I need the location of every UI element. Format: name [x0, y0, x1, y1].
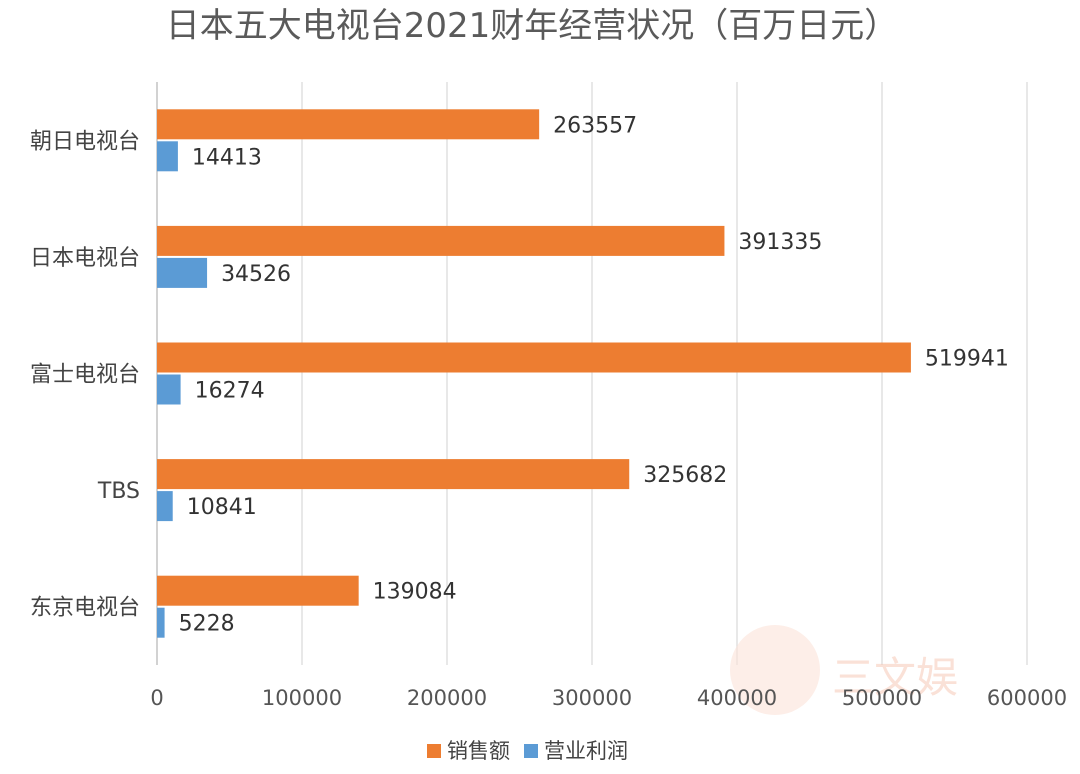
data-label: 325682 — [643, 463, 727, 488]
watermark-logo-icon — [730, 625, 820, 715]
x-tick-label: 0 — [150, 686, 163, 710]
gridlines — [156, 82, 1028, 665]
x-tick-labels: 0 100000 200000 300000 400000 500000 600000 — [150, 686, 1067, 710]
data-labels: 263557 14413 391335 34526 519941 16274 325682 1… — [179, 113, 1009, 636]
category-label: 富士电视台 — [30, 363, 140, 388]
bars — [157, 109, 911, 638]
x-tick-label: 100000 — [262, 686, 342, 710]
legend-swatch — [427, 744, 441, 758]
bar-operating-profit — [157, 141, 178, 172]
bar-operating-profit — [157, 607, 165, 638]
legend-swatch — [524, 744, 538, 758]
category-label: 东京电视台 — [30, 596, 140, 621]
watermark-text: 三文娱 — [832, 653, 958, 702]
legend-label: 营业利润 — [544, 739, 628, 763]
data-label: 263557 — [553, 113, 637, 138]
data-label: 5228 — [179, 612, 235, 637]
x-tick-label: 600000 — [987, 686, 1067, 710]
bar-operating-profit — [157, 374, 181, 405]
data-label: 519941 — [925, 347, 1009, 372]
data-label: 139084 — [373, 580, 457, 605]
category-label: TBS — [97, 479, 140, 504]
legend: 销售额 营业利润 — [427, 739, 628, 763]
watermark: 三文娱 — [730, 625, 958, 715]
category-label: 日本电视台 — [30, 246, 140, 271]
data-label: 391335 — [738, 230, 822, 255]
data-label: 34526 — [221, 262, 291, 287]
x-tick-label: 500000 — [842, 686, 922, 710]
data-label: 14413 — [192, 145, 262, 170]
chart-title: 日本五大电视台2021财年经营状况（百万日元） — [166, 6, 899, 46]
x-tick-label: 300000 — [552, 686, 632, 710]
legend-label: 销售额 — [447, 739, 510, 763]
bar-operating-profit — [157, 257, 208, 288]
bar-sales — [157, 342, 911, 373]
bar-sales — [157, 225, 725, 256]
data-label: 16274 — [195, 379, 265, 404]
bar-sales — [157, 109, 540, 140]
bar-operating-profit — [157, 491, 173, 522]
data-label: 10841 — [187, 495, 257, 520]
category-label: 朝日电视台 — [30, 129, 140, 154]
bar-sales — [157, 575, 359, 606]
x-tick-label: 400000 — [697, 686, 777, 710]
x-tick-label: 200000 — [407, 686, 487, 710]
bar-sales — [157, 459, 630, 490]
